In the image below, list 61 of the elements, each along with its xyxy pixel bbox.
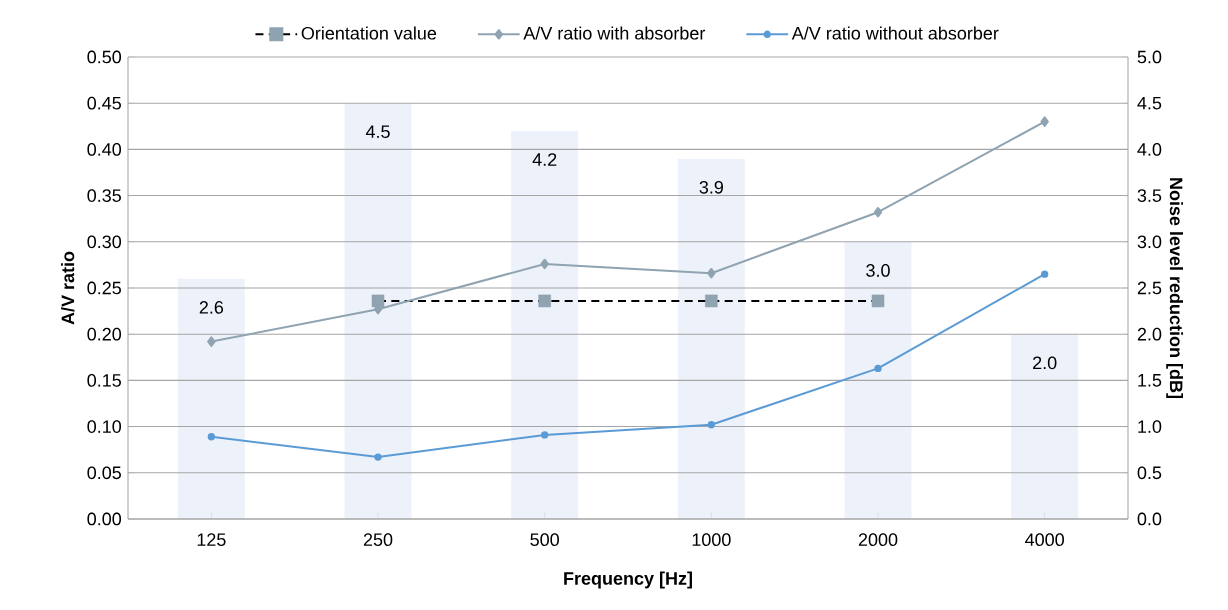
x-tick-label: 500 <box>530 533 559 546</box>
point <box>207 336 216 347</box>
y-tick-label: 0.15 <box>87 374 121 387</box>
point <box>874 364 882 373</box>
x-tick-label: 4000 <box>1025 533 1064 546</box>
y2-tick-label: 2.0 <box>1137 327 1162 341</box>
x-tick-label: 2000 <box>858 533 898 546</box>
legend-label: Orientation value <box>301 26 437 40</box>
data-label: 2.6 <box>199 301 224 314</box>
y2-tick-label: 4.0 <box>1137 143 1162 156</box>
y-axis-title: A/V ratio <box>61 251 75 325</box>
point <box>374 453 382 461</box>
y2-axis-title: Noise level reduction [dB] <box>1166 178 1184 398</box>
y-tick-label: 0.00 <box>87 512 122 526</box>
y2-tick-label: 1.5 <box>1138 374 1162 387</box>
point <box>707 421 715 429</box>
y2-tick-label: 4.5 <box>1137 96 1162 110</box>
y2-tick-label: 1.0 <box>1138 420 1162 433</box>
point <box>871 294 885 308</box>
y2-tick-label: 3.5 <box>1137 189 1162 202</box>
point <box>540 258 549 270</box>
bar <box>844 241 912 519</box>
y-tick-label: 0.30 <box>87 235 122 249</box>
y-tick-label: 0.45 <box>87 96 121 110</box>
data-label: 3.9 <box>699 180 723 194</box>
data-label: 2.0 <box>1033 356 1057 370</box>
x-tick-label: 1000 <box>692 533 731 546</box>
point <box>1040 116 1049 127</box>
bar <box>511 130 579 519</box>
point <box>541 431 549 439</box>
y-tick-label: 0.40 <box>87 143 122 156</box>
point <box>707 267 716 279</box>
bar <box>344 103 412 519</box>
legend-label: A/V ratio with absorber <box>523 26 706 40</box>
point <box>371 294 385 308</box>
legend-label: A/V ratio without absorber <box>791 26 999 40</box>
y-tick-label: 0.25 <box>87 281 121 295</box>
y-tick-label: 0.50 <box>87 50 122 64</box>
y2-tick-label: 3.0 <box>1137 235 1162 249</box>
point <box>705 294 718 308</box>
x-axis-title: Frequency [Hz] <box>564 571 692 589</box>
y2-tick-label: 2.5 <box>1137 281 1162 295</box>
y-tick-label: 0.10 <box>87 420 122 433</box>
bar <box>1011 334 1079 519</box>
point <box>207 433 216 441</box>
y2-tick-label: 0.0 <box>1137 512 1162 526</box>
data-label: 3.0 <box>866 264 890 277</box>
x-tick-label: 125 <box>197 533 226 546</box>
data-label: 4.2 <box>532 153 557 166</box>
y-tick-label: 0.35 <box>87 189 121 202</box>
point <box>538 294 551 308</box>
point <box>1041 270 1049 278</box>
y2-tick-label: 0.5 <box>1137 466 1162 480</box>
point <box>873 206 883 218</box>
bar <box>677 158 745 519</box>
y-tick-label: 0.05 <box>87 466 121 480</box>
data-label: 4.5 <box>365 125 390 139</box>
y2-tick-label: 5.0 <box>1137 50 1162 64</box>
x-tick-label: 250 <box>363 533 393 546</box>
bar <box>177 278 245 519</box>
y-tick-label: 0.20 <box>87 327 122 341</box>
